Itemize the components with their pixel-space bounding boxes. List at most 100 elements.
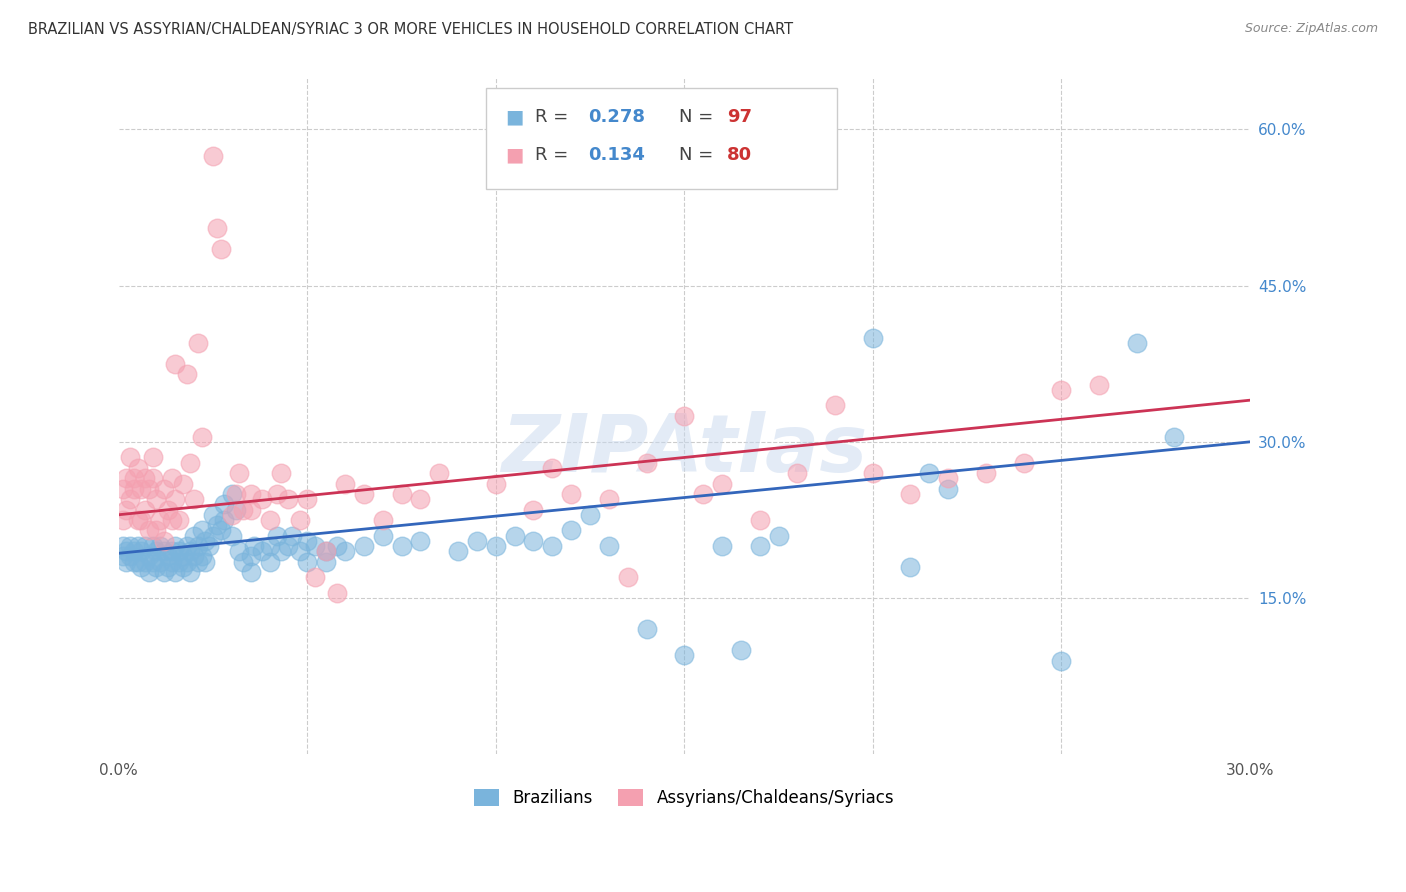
Assyrians/Chaldeans/Syriacs xyxy=(239,502,262,516)
Brazilians xyxy=(172,549,194,564)
Assyrians/Chaldeans/Syriacs xyxy=(304,570,326,584)
Brazilians xyxy=(194,555,217,569)
Brazilians xyxy=(187,539,209,553)
Assyrians/Chaldeans/Syriacs xyxy=(259,513,281,527)
Brazilians xyxy=(201,528,224,542)
Text: 97: 97 xyxy=(727,108,752,126)
Brazilians xyxy=(598,539,620,553)
Brazilians xyxy=(579,508,602,522)
Brazilians xyxy=(315,544,337,558)
Brazilians xyxy=(115,544,138,558)
Brazilians xyxy=(225,502,247,516)
Text: ■: ■ xyxy=(506,145,524,165)
Brazilians xyxy=(160,544,183,558)
Brazilians xyxy=(149,555,172,569)
Assyrians/Chaldeans/Syriacs xyxy=(353,487,375,501)
Assyrians/Chaldeans/Syriacs xyxy=(209,242,232,256)
Assyrians/Chaldeans/Syriacs xyxy=(485,476,508,491)
FancyBboxPatch shape xyxy=(486,87,837,189)
Assyrians/Chaldeans/Syriacs xyxy=(138,524,160,538)
Brazilians xyxy=(560,524,582,538)
Assyrians/Chaldeans/Syriacs xyxy=(616,570,638,584)
Text: ■: ■ xyxy=(506,107,524,126)
Assyrians/Chaldeans/Syriacs xyxy=(673,409,696,423)
Assyrians/Chaldeans/Syriacs xyxy=(145,492,167,507)
Assyrians/Chaldeans/Syriacs xyxy=(288,513,311,527)
Assyrians/Chaldeans/Syriacs xyxy=(239,487,262,501)
Text: 80: 80 xyxy=(727,146,752,164)
Brazilians xyxy=(221,528,243,542)
Brazilians xyxy=(485,539,508,553)
Brazilians xyxy=(194,533,217,548)
Brazilians xyxy=(183,549,205,564)
Assyrians/Chaldeans/Syriacs xyxy=(221,508,243,522)
Brazilians xyxy=(315,555,337,569)
Assyrians/Chaldeans/Syriacs xyxy=(156,502,179,516)
Brazilians xyxy=(673,648,696,663)
Brazilians xyxy=(176,539,198,553)
Brazilians xyxy=(201,508,224,522)
Assyrians/Chaldeans/Syriacs xyxy=(165,492,187,507)
Brazilians xyxy=(145,544,167,558)
Brazilians xyxy=(176,555,198,569)
Assyrians/Chaldeans/Syriacs xyxy=(149,513,172,527)
Assyrians/Chaldeans/Syriacs xyxy=(115,471,138,485)
Assyrians/Chaldeans/Syriacs xyxy=(142,450,165,465)
Brazilians xyxy=(209,524,232,538)
Brazilians xyxy=(118,539,141,553)
Assyrians/Chaldeans/Syriacs xyxy=(111,513,134,527)
Assyrians/Chaldeans/Syriacs xyxy=(165,357,187,371)
Brazilians xyxy=(243,539,266,553)
Brazilians xyxy=(153,565,176,579)
Assyrians/Chaldeans/Syriacs xyxy=(326,586,349,600)
Brazilians xyxy=(277,539,299,553)
Brazilians xyxy=(214,497,236,511)
Assyrians/Chaldeans/Syriacs xyxy=(228,466,250,480)
Brazilians xyxy=(205,518,228,533)
Assyrians/Chaldeans/Syriacs xyxy=(710,476,733,491)
Brazilians xyxy=(281,528,304,542)
Brazilians xyxy=(304,539,326,553)
Assyrians/Chaldeans/Syriacs xyxy=(134,471,156,485)
Brazilians xyxy=(862,331,884,345)
Assyrians/Chaldeans/Syriacs xyxy=(187,335,209,350)
Assyrians/Chaldeans/Syriacs xyxy=(232,502,254,516)
Brazilians xyxy=(153,544,176,558)
Brazilians xyxy=(710,539,733,553)
Text: R =: R = xyxy=(534,108,574,126)
Brazilians xyxy=(179,544,201,558)
Assyrians/Chaldeans/Syriacs xyxy=(266,487,288,501)
Assyrians/Chaldeans/Syriacs xyxy=(277,492,299,507)
Assyrians/Chaldeans/Syriacs xyxy=(297,492,319,507)
Assyrians/Chaldeans/Syriacs xyxy=(409,492,432,507)
Brazilians xyxy=(297,555,319,569)
Assyrians/Chaldeans/Syriacs xyxy=(167,513,190,527)
Brazilians xyxy=(131,559,153,574)
Assyrians/Chaldeans/Syriacs xyxy=(142,471,165,485)
Assyrians/Chaldeans/Syriacs xyxy=(160,471,183,485)
Text: N =: N = xyxy=(679,146,718,164)
Text: N =: N = xyxy=(679,108,718,126)
Brazilians xyxy=(134,539,156,553)
Assyrians/Chaldeans/Syriacs xyxy=(176,367,198,381)
Brazilians xyxy=(190,549,212,564)
Assyrians/Chaldeans/Syriacs xyxy=(118,492,141,507)
Brazilians xyxy=(167,544,190,558)
Brazilians xyxy=(1050,653,1073,667)
Text: BRAZILIAN VS ASSYRIAN/CHALDEAN/SYRIAC 3 OR MORE VEHICLES IN HOUSEHOLD CORRELATIO: BRAZILIAN VS ASSYRIAN/CHALDEAN/SYRIAC 3 … xyxy=(28,22,793,37)
Assyrians/Chaldeans/Syriacs xyxy=(190,430,212,444)
Assyrians/Chaldeans/Syriacs xyxy=(183,492,205,507)
Brazilians xyxy=(167,555,190,569)
Brazilians xyxy=(447,544,470,558)
Assyrians/Chaldeans/Syriacs xyxy=(172,476,194,491)
Assyrians/Chaldeans/Syriacs xyxy=(692,487,714,501)
Brazilians xyxy=(160,555,183,569)
Brazilians xyxy=(266,528,288,542)
Brazilians xyxy=(250,544,273,558)
Brazilians xyxy=(198,539,221,553)
Assyrians/Chaldeans/Syriacs xyxy=(1088,377,1111,392)
Assyrians/Chaldeans/Syriacs xyxy=(824,398,846,412)
Brazilians xyxy=(156,549,179,564)
Brazilians xyxy=(142,539,165,553)
Assyrians/Chaldeans/Syriacs xyxy=(131,513,153,527)
